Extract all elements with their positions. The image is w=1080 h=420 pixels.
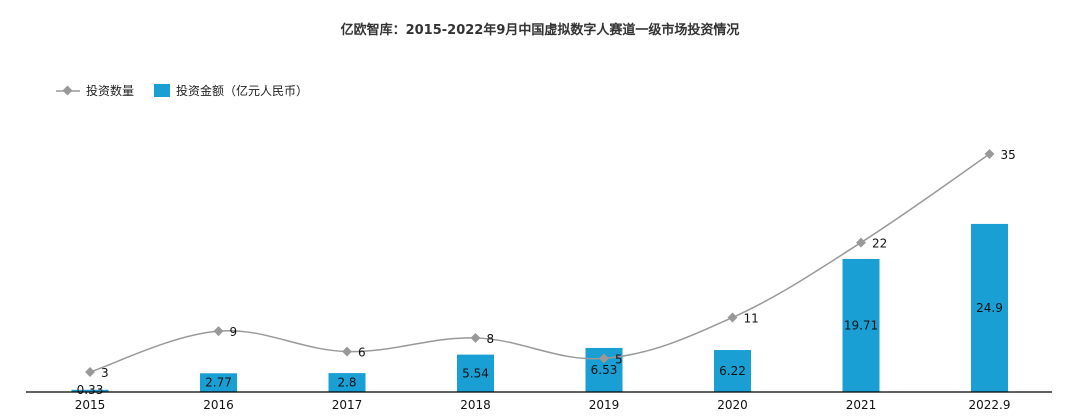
x-tick-2016: 2016 [203,398,234,412]
line-label-2016: 9 [230,325,238,339]
bar-2020 [714,350,751,392]
chart-title: 亿欧智库：2015-2022年9月中国虚拟数字人赛道一级市场投资情况 [341,22,740,38]
bar-series [71,223,1008,392]
line-label-2020: 11 [744,312,759,326]
bar-2017 [328,373,366,392]
x-tick-2018: 2018 [460,398,491,412]
line-marker-2017 [342,346,352,357]
line-marker-2020 [727,312,738,323]
count-line [89,153,990,373]
line-label-2018: 8 [487,332,495,346]
line-label-2017: 6 [358,346,366,360]
x-axis-tick-labels: 2015 2016 2017 2018 2019 2020 2021 2022.9 [75,398,1011,412]
line-label-2021: 22 [872,237,887,251]
bar-label-2015: 0.33 [77,383,104,397]
bar-label-group: 0.33 2.77 2.8 5.54 6.53 6.22 19.71 24.9 [77,301,1003,397]
line-marker-2021 [856,237,866,248]
x-tick-2020: 2020 [717,398,748,412]
legend: 投资数量 投资金额（亿元人民币） [56,83,308,98]
bar-label-2018: 5.54 [462,366,489,380]
bar-label-2020: 6.22 [719,364,746,378]
line-marker-2016 [213,326,224,337]
line-label-group: 3 9 6 8 5 11 22 35 [101,148,1016,380]
bar-label-2022.9: 24.9 [976,301,1003,315]
line-marker-2018 [470,332,481,343]
legend-label-count: 投资数量 [86,83,134,98]
line-marker-group [85,149,995,377]
bar-label-2017: 2.8 [337,376,356,390]
bar-2021 [842,258,880,392]
bar-2022.9 [971,223,1008,392]
line-label-2022.9: 35 [1001,148,1016,162]
x-tick-2017: 2017 [332,398,363,412]
bar-label-2016: 2.77 [205,376,232,390]
bar-2018 [457,354,494,392]
bar-2016 [200,373,237,392]
x-tick-2015: 2015 [75,398,106,412]
bar-2015 [71,389,109,392]
line-marker-2015 [85,367,95,377]
line-marker-2019 [599,353,609,364]
legend-diamond-marker [62,85,73,96]
x-tick-2019: 2019 [589,398,620,412]
line-label-2019: 5 [615,352,623,366]
legend-label-amount: 投资金额（亿元人民币） [176,83,308,98]
x-tick-2021: 2021 [846,398,877,412]
line-label-2015: 3 [101,366,109,380]
line-marker-2022.9 [984,149,995,159]
bar-label-2021: 19.71 [844,318,878,332]
bar-label-2019: 6.53 [591,363,618,377]
x-tick-2022.9: 2022.9 [969,398,1011,412]
legend-bar-swatch [154,84,170,97]
